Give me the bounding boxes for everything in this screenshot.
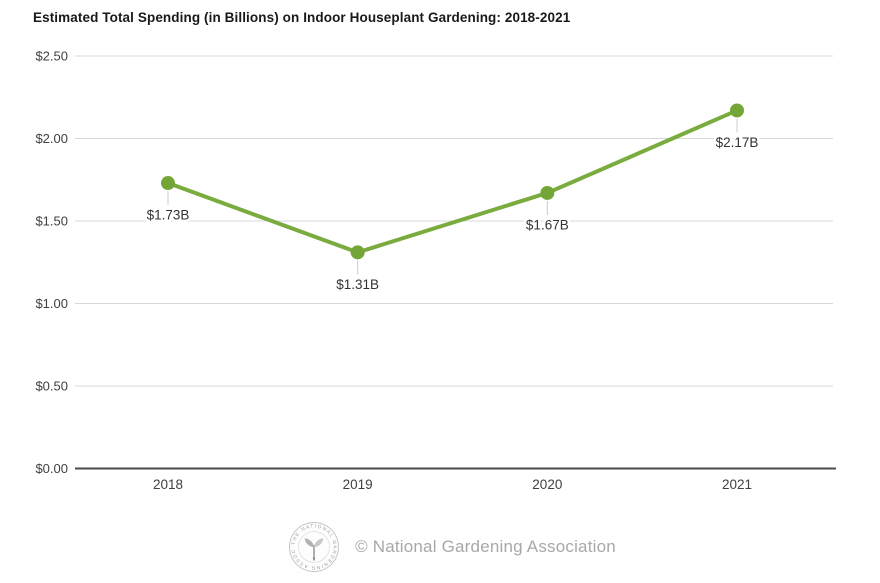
sprout-icon	[304, 538, 324, 561]
data-point	[161, 176, 175, 191]
nga-logo-seal: THE NATIONAL GARDENING ASSOCIATION	[288, 521, 340, 572]
x-tick-label: 2018	[153, 477, 183, 492]
x-tick-label: 2020	[532, 477, 562, 492]
point-value-label: $2.17B	[716, 135, 759, 150]
y-tick-label: $0.00	[35, 461, 68, 476]
point-value-label: $1.31B	[336, 277, 379, 292]
point-value-label: $1.67B	[526, 217, 569, 232]
data-point	[350, 245, 365, 260]
y-tick-label: $1.00	[35, 296, 68, 311]
point-value-label: $1.73B	[147, 208, 190, 223]
chart-title: Estimated Total Spending (in Billions) o…	[33, 10, 571, 25]
line-chart: $0.00 $0.50 $1.00 $1.50 $2.00 $2.50 2018 2019 20…	[35, 49, 836, 492]
data-point	[540, 185, 555, 200]
x-tick-label: 2021	[722, 477, 752, 492]
copyright-credit: © National Gardening Association	[355, 537, 616, 556]
y-tick-label: $1.50	[35, 214, 68, 229]
y-tick-label: $2.50	[35, 49, 68, 64]
series-line	[166, 108, 739, 255]
footer: THE NATIONAL GARDENING ASSOCIATION © Nat…	[24, 517, 880, 577]
data-point	[730, 103, 744, 118]
y-tick-label: $2.00	[35, 131, 68, 146]
logo-inner-ring	[298, 531, 330, 563]
x-tick-label: 2019	[343, 477, 373, 492]
y-tick-label: $0.50	[35, 379, 68, 394]
